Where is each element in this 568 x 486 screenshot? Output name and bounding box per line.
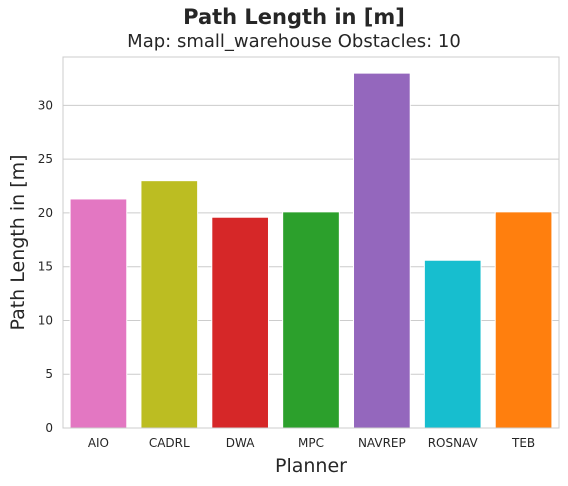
x-tick-label: ROSNAV [428,436,479,450]
x-tick-label: TEB [511,436,535,450]
x-axis-label: Planner [275,455,347,477]
x-tick-label: MPC [298,436,324,450]
y-axis-label: Path Length in [m] [7,154,29,330]
y-tick-label: 20 [38,206,53,220]
y-tick-label: 15 [38,260,53,274]
x-tick-label: AIO [88,436,109,450]
bar-teb [494,211,553,429]
chart-title: Path Length in [m] [183,5,405,29]
y-tick-label: 5 [45,367,53,381]
bar-cadrl [140,180,199,429]
x-tick-label: NAVREP [358,436,406,450]
y-tick-label: 30 [38,98,53,112]
plot-frame [62,56,560,429]
bar-mpc [282,211,340,429]
y-tick-label: 0 [45,421,53,435]
x-tick-label: CADRL [149,436,190,450]
y-tick-label: 10 [38,313,53,327]
bar-navrep [353,72,411,429]
bar-dwa [211,216,269,429]
x-tick-label: DWA [226,436,255,450]
bar-aio [69,198,128,429]
chart-subtitle: Map: small_warehouse Obstacles: 10 [127,31,461,52]
y-tick-label: 25 [38,152,53,166]
bar-rosnav [423,259,482,429]
